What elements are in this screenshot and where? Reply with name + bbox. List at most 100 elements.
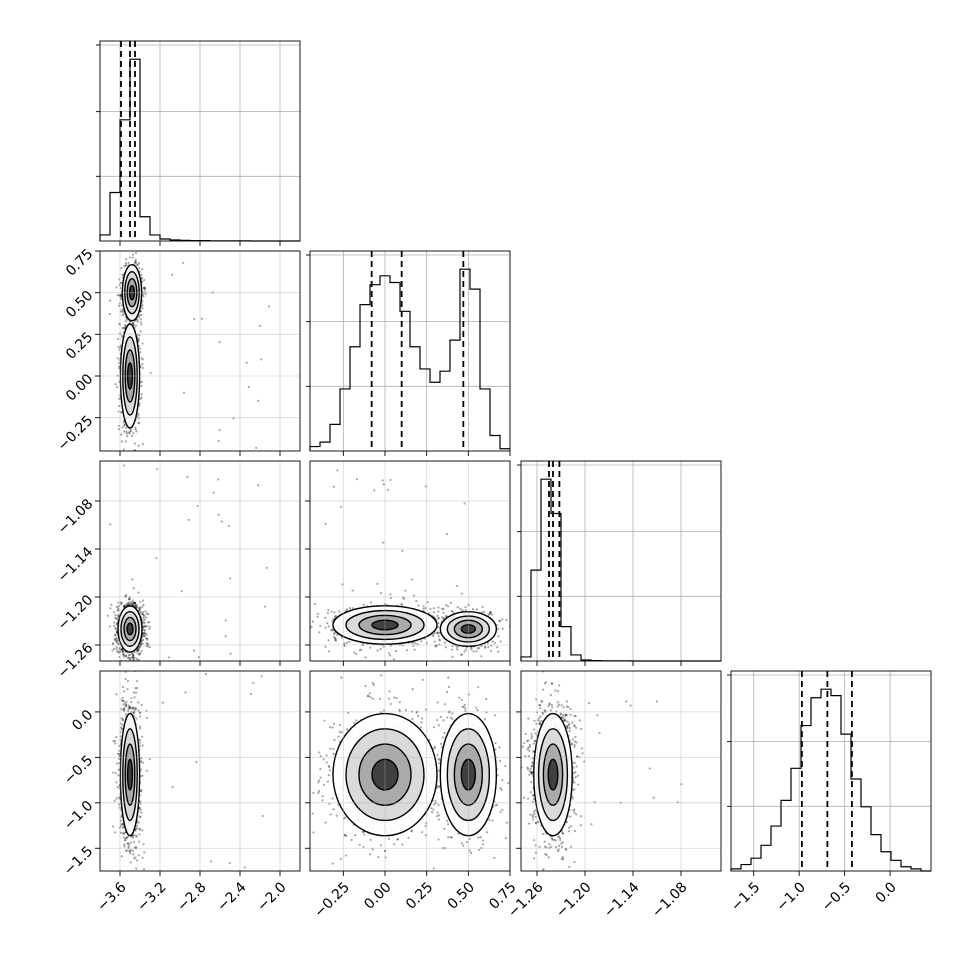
sample-point [139,652,142,656]
sample-point [142,287,145,290]
sample-point [334,639,338,642]
sample-point [123,424,126,427]
sample-point [139,600,142,603]
sample-point [128,256,132,259]
sample-point [137,315,140,319]
sample-point [257,399,260,402]
sample-point [147,642,150,645]
sample-point [487,613,491,616]
sample-point [137,337,141,340]
sample-point [345,608,349,611]
sample-point [132,603,135,606]
sample-point [115,650,119,653]
sample-point [138,422,141,425]
sample-point [451,610,454,613]
sample-point [392,658,395,661]
sample-point [335,633,339,636]
sample-point [117,614,120,618]
sample-point [451,655,454,658]
sample-point [117,651,120,654]
sample-point [126,688,129,691]
sample-point [138,645,141,648]
sample-point [130,669,132,671]
sample-point [120,708,123,711]
sample-point [141,307,144,310]
sample-point [121,728,124,731]
sample-point [117,601,120,604]
density-layer [106,464,268,675]
sample-point [196,504,199,508]
sample-point [197,656,201,659]
sample-point [483,646,487,649]
sample-point [489,611,492,614]
sample-point [141,612,144,616]
sample-point [115,622,118,626]
sample-point [410,578,413,581]
sample-point [141,642,144,645]
sample-point [331,628,334,631]
sample-point [126,435,129,438]
sample-point [336,469,339,472]
sample-point [120,648,123,651]
sample-point [117,337,120,340]
sample-point [147,613,150,616]
sample-point [138,806,141,809]
sample-point [121,326,124,330]
sample-point [429,607,432,611]
grid [100,250,300,451]
sample-point [128,598,131,601]
sample-point [490,613,494,616]
sample-point [135,673,137,675]
sample-point [141,744,144,747]
sample-point [140,639,144,642]
sample-point [129,429,132,432]
sample-point [128,597,131,600]
sample-point [412,594,416,597]
sample-point [437,631,440,634]
sample-point [265,566,268,569]
sample-point [120,855,123,858]
sample-point [122,708,125,711]
sample-point [145,624,149,628]
sample-point [134,261,138,264]
grid [100,461,300,661]
sample-point [112,611,116,614]
sample-point [125,432,128,435]
sample-point [115,638,118,641]
sample-point [128,850,132,853]
sample-point [139,768,142,771]
sample-point [360,648,363,651]
sample-point [131,656,135,659]
sample-point [141,829,144,832]
sample-point [422,607,425,610]
sample-point [362,642,365,646]
sample-point [134,604,137,607]
sample-point [112,642,115,645]
sample-point [115,605,118,609]
sample-point [114,627,117,630]
sample-point [124,440,127,443]
sample-point [415,599,418,603]
sample-point [122,326,125,330]
sample-point [115,646,118,649]
sample-point [333,631,336,634]
sample-point [135,606,139,609]
sample-point [137,262,141,265]
sample-point [498,619,501,622]
sample-point [120,717,123,720]
sample-point [463,502,466,505]
sample-point [140,393,143,396]
sample-point [132,321,135,325]
sample-point [442,616,445,620]
sample-point [127,489,129,491]
sample-point [114,627,117,630]
sample-point [140,703,143,706]
sample-point [113,633,117,637]
sample-point [437,616,440,620]
sample-point [116,608,120,612]
sample-point [437,626,440,629]
sample-point [131,578,134,581]
sample-point [493,641,496,644]
sample-point [138,608,142,611]
